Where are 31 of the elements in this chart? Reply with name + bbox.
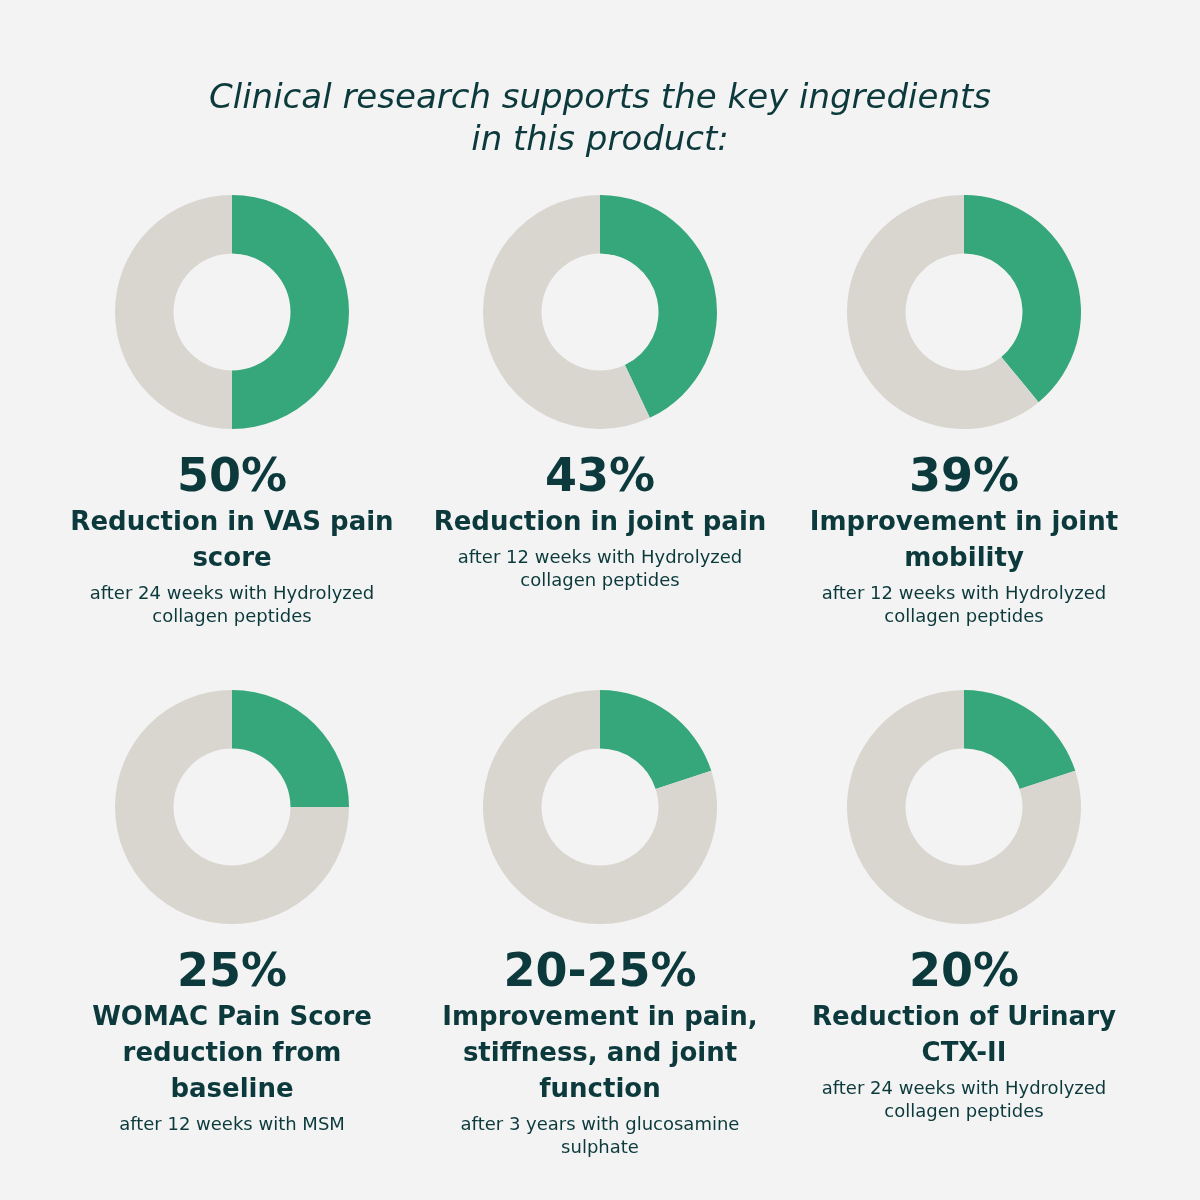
donut-slice [847, 690, 1081, 924]
donut-slice [847, 195, 1039, 429]
donut-slice [964, 690, 1076, 789]
donut-slice [115, 195, 232, 429]
text: Reduction in VAS pain score [69, 505, 395, 574]
text: after 24 weeks with Hydrolyzed collagen peptides [88, 581, 376, 627]
text: Reduction of Urinary CTX-II [811, 1000, 1117, 1069]
donut-slice [600, 195, 717, 418]
text: Reduction in joint pain [432, 505, 768, 538]
text: after 24 weeks with Hydrolyzed collagen peptides [820, 1076, 1108, 1122]
text: Improvement in pain, stiffness, and joint function [441, 1000, 759, 1105]
donut-slice [964, 195, 1081, 403]
text: 20% [907, 942, 1021, 998]
text: after 3 years with glucosamine sulphate [459, 1112, 741, 1158]
donut-slice [600, 690, 712, 789]
text: after 12 weeks with MSM [118, 1112, 346, 1135]
donut-slice [115, 690, 349, 924]
donut-slice [232, 195, 349, 429]
text: Improvement in joint mobility [808, 505, 1120, 574]
donut-slice [483, 690, 717, 924]
text: Clinical research supports the key ingredients in this product: [208, 75, 992, 159]
text: WOMAC Pain Score reduction from baseline [91, 1000, 373, 1105]
text: 43% [543, 447, 657, 503]
text: 25% [175, 942, 289, 998]
text: 39% [907, 447, 1021, 503]
text: after 12 weeks with Hydrolyzed collagen peptides [456, 545, 744, 591]
text: after 12 weeks with Hydrolyzed collagen peptides [820, 581, 1108, 627]
donut-slice [483, 195, 650, 429]
text: 20-25% [502, 942, 698, 998]
text: 50% [175, 447, 289, 503]
donut-slice [232, 690, 349, 807]
